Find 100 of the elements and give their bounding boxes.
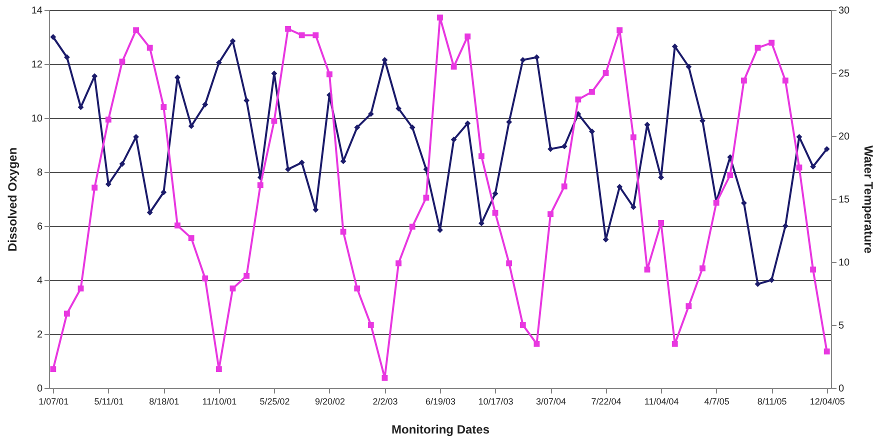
point xyxy=(64,310,70,317)
point xyxy=(382,374,388,381)
point xyxy=(630,134,636,140)
point xyxy=(575,96,582,102)
x-tick-label: 4/7/05 xyxy=(704,396,730,406)
point xyxy=(368,110,374,117)
point xyxy=(298,32,305,38)
point xyxy=(354,286,360,292)
point xyxy=(285,166,291,172)
point xyxy=(741,78,747,84)
y-tick-label: 6 xyxy=(36,222,43,232)
point xyxy=(257,182,264,188)
point xyxy=(768,40,775,46)
point xyxy=(202,275,208,282)
point xyxy=(105,116,112,123)
point xyxy=(119,160,126,167)
point xyxy=(492,210,498,216)
point xyxy=(216,366,222,372)
point xyxy=(810,164,816,170)
point xyxy=(423,194,430,201)
x-tick-label: 11/10/01 xyxy=(202,396,237,406)
point xyxy=(506,260,512,266)
point xyxy=(354,124,360,130)
point xyxy=(271,118,278,124)
point xyxy=(146,44,153,51)
x-tick-label: 5/11/01 xyxy=(94,396,124,406)
point xyxy=(658,220,664,226)
x-axis-title: Monitoring Dates xyxy=(392,422,490,436)
x-tick-label: 10/17/03 xyxy=(478,396,514,406)
x-tick-label: 5/25/02 xyxy=(260,396,290,406)
point xyxy=(202,102,208,108)
point xyxy=(810,266,816,273)
point xyxy=(464,34,471,40)
point xyxy=(796,164,802,170)
point xyxy=(700,118,706,124)
point xyxy=(230,286,236,292)
x-tick-label: 6/19/03 xyxy=(425,396,456,406)
y-tick-label: 12 xyxy=(31,60,43,70)
point xyxy=(298,160,305,166)
point xyxy=(119,58,126,65)
point xyxy=(602,70,609,76)
point xyxy=(768,277,775,283)
point xyxy=(520,56,526,63)
y-tick-label: 8 xyxy=(36,168,43,178)
x-tick-label: 8/18/01 xyxy=(149,396,180,406)
y2-tick-label: 15 xyxy=(838,194,850,206)
point xyxy=(548,211,554,218)
point xyxy=(92,184,98,191)
point xyxy=(285,26,291,32)
point xyxy=(50,366,56,372)
point xyxy=(754,281,761,288)
y-axis-title: Dissolved Oxygen xyxy=(5,147,20,252)
point xyxy=(409,224,416,230)
y2-tick-label: 30 xyxy=(838,6,850,16)
point xyxy=(78,286,84,292)
y-tick-label: 10 xyxy=(31,114,43,124)
point xyxy=(548,146,554,152)
point xyxy=(561,143,568,150)
point xyxy=(174,222,180,228)
x-tick-label: 8/11/05 xyxy=(757,396,787,406)
point xyxy=(216,60,222,66)
y2-tick-label: 20 xyxy=(838,132,850,142)
point xyxy=(782,223,788,229)
point xyxy=(188,235,194,242)
y2-tick-label: 0 xyxy=(838,384,844,394)
point xyxy=(312,32,319,38)
point xyxy=(478,153,484,160)
y2-tick-label: 10 xyxy=(838,258,850,268)
point xyxy=(616,27,623,34)
x-tick-label: 12/04/05 xyxy=(810,396,845,406)
point xyxy=(754,44,761,51)
point xyxy=(64,54,70,60)
point xyxy=(244,272,250,279)
y2-tick-label: 5 xyxy=(838,320,844,332)
point xyxy=(244,97,250,104)
point xyxy=(824,348,830,354)
y-tick-label: 0 xyxy=(36,384,43,394)
point xyxy=(50,34,56,40)
point xyxy=(644,266,650,273)
point xyxy=(589,88,595,95)
x-tick-label: 2/2/03 xyxy=(372,396,398,406)
point xyxy=(396,260,402,266)
point xyxy=(727,172,734,178)
x-tick-label: 3/07/04 xyxy=(536,396,566,406)
point xyxy=(686,303,692,310)
point xyxy=(450,136,457,143)
point xyxy=(133,27,139,34)
point xyxy=(686,64,692,70)
point xyxy=(160,104,167,110)
y-tick-label: 2 xyxy=(36,330,43,340)
x-tick-label: 1/07/01 xyxy=(38,396,69,406)
y2-axis-title: Water Temperature xyxy=(862,145,876,254)
point xyxy=(450,64,457,70)
point xyxy=(146,210,153,216)
point xyxy=(396,106,402,112)
point xyxy=(326,71,332,78)
point xyxy=(616,184,623,190)
point xyxy=(409,124,416,130)
x-tick-label: 9/20/02 xyxy=(314,396,345,406)
point xyxy=(700,265,706,272)
